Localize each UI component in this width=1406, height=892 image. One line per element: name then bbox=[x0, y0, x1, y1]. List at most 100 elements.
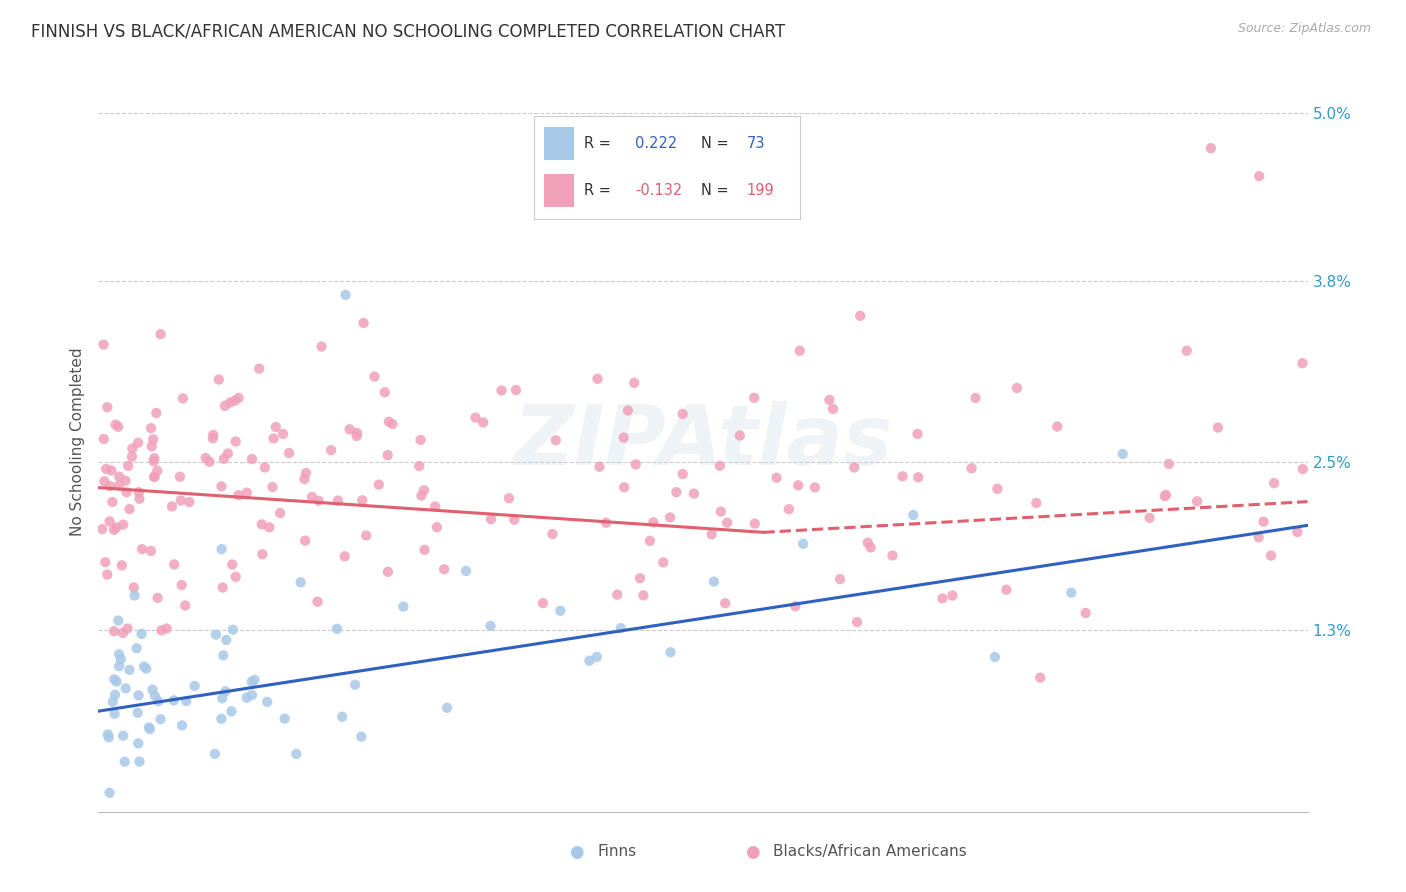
Point bbox=[211, 581, 233, 595]
Point bbox=[792, 537, 814, 551]
Point bbox=[219, 395, 242, 409]
Point bbox=[856, 535, 879, 549]
Point bbox=[194, 450, 217, 465]
Point bbox=[1247, 530, 1270, 544]
Point bbox=[541, 527, 564, 541]
Point bbox=[103, 673, 125, 687]
Point bbox=[208, 373, 231, 387]
Point bbox=[131, 627, 153, 641]
Point bbox=[610, 621, 633, 635]
Point bbox=[163, 558, 186, 572]
Point bbox=[1199, 141, 1222, 155]
Point bbox=[986, 482, 1008, 496]
Point bbox=[209, 712, 232, 726]
Point bbox=[121, 442, 143, 456]
Point bbox=[236, 485, 259, 500]
Point bbox=[273, 712, 295, 726]
Point bbox=[426, 520, 449, 534]
Point bbox=[844, 460, 866, 475]
Point bbox=[103, 523, 125, 537]
Point bbox=[378, 415, 401, 429]
Point bbox=[907, 426, 929, 441]
Point bbox=[330, 710, 353, 724]
Point bbox=[367, 477, 389, 491]
Point bbox=[96, 462, 118, 476]
Point bbox=[127, 706, 149, 720]
Point bbox=[143, 469, 166, 483]
Point bbox=[235, 690, 257, 705]
Point bbox=[198, 455, 221, 469]
Point bbox=[112, 517, 135, 532]
Point bbox=[117, 622, 139, 636]
Point bbox=[882, 549, 904, 563]
Point bbox=[128, 755, 150, 769]
Point bbox=[114, 681, 136, 696]
Point bbox=[1253, 515, 1275, 529]
Point bbox=[606, 588, 628, 602]
Point bbox=[211, 691, 233, 706]
Point bbox=[436, 700, 458, 714]
Point bbox=[301, 490, 323, 504]
Point bbox=[135, 662, 157, 676]
Point bbox=[143, 470, 166, 484]
Point bbox=[491, 384, 513, 398]
Point bbox=[224, 393, 246, 408]
Point bbox=[128, 689, 150, 703]
Point bbox=[1291, 356, 1313, 370]
Point bbox=[115, 485, 138, 500]
Point bbox=[201, 431, 224, 445]
Point bbox=[96, 567, 118, 582]
Point bbox=[1260, 549, 1282, 563]
Point bbox=[728, 428, 751, 442]
Point bbox=[374, 385, 396, 400]
Point bbox=[105, 674, 128, 689]
Point bbox=[259, 520, 281, 534]
Point bbox=[143, 689, 166, 703]
Point bbox=[278, 446, 301, 460]
Point bbox=[131, 542, 153, 557]
Point bbox=[225, 434, 247, 449]
Point bbox=[1292, 462, 1315, 476]
Point bbox=[586, 649, 609, 664]
Point bbox=[215, 632, 238, 647]
Point bbox=[141, 682, 163, 697]
Point bbox=[643, 516, 665, 530]
Point bbox=[97, 731, 120, 745]
Point bbox=[903, 508, 925, 522]
Point bbox=[672, 467, 695, 481]
Point bbox=[211, 542, 233, 557]
Point bbox=[107, 478, 129, 492]
Point bbox=[271, 427, 294, 442]
Point bbox=[333, 549, 356, 564]
Point bbox=[586, 372, 609, 386]
Point bbox=[114, 474, 136, 488]
Point bbox=[217, 446, 239, 460]
Point bbox=[1286, 524, 1309, 539]
Point bbox=[269, 506, 291, 520]
Point bbox=[742, 391, 765, 405]
Point bbox=[716, 516, 738, 530]
Point bbox=[1175, 343, 1198, 358]
Point bbox=[214, 684, 236, 698]
Point bbox=[170, 718, 193, 732]
Point bbox=[240, 688, 263, 702]
Point bbox=[105, 520, 128, 534]
Point bbox=[787, 478, 810, 492]
Point bbox=[326, 622, 349, 636]
Point bbox=[409, 433, 432, 447]
Point bbox=[617, 403, 640, 417]
Point bbox=[110, 652, 132, 666]
Point bbox=[103, 624, 125, 639]
Point bbox=[1154, 488, 1177, 502]
Point bbox=[127, 435, 149, 450]
Point bbox=[1074, 606, 1097, 620]
Point bbox=[101, 695, 124, 709]
Point bbox=[93, 337, 115, 351]
Point bbox=[170, 578, 193, 592]
Point bbox=[350, 730, 373, 744]
Point bbox=[804, 480, 827, 494]
Point bbox=[700, 527, 723, 541]
Point bbox=[353, 316, 375, 330]
Point bbox=[228, 391, 250, 405]
Point bbox=[112, 729, 135, 743]
